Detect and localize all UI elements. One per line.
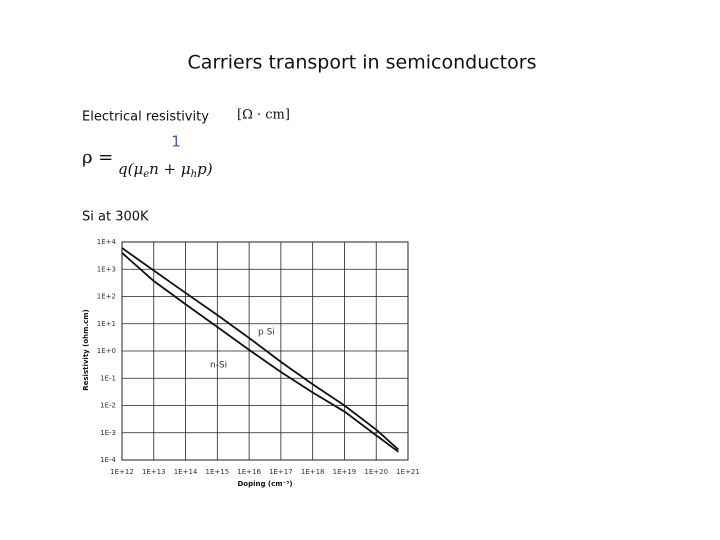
y-tick-label: 1E-3 xyxy=(100,429,116,437)
formula-sub: h xyxy=(191,169,197,180)
series-label: n-Si xyxy=(210,361,227,371)
x-tick-label: 1E+16 xyxy=(237,468,261,476)
units: [Ω · cm] xyxy=(237,108,290,123)
y-tick-label: 1E-4 xyxy=(100,456,116,464)
x-axis-title: Doping (cm⁻³) xyxy=(237,480,292,488)
x-tick-label: 1E+14 xyxy=(174,468,198,476)
formula-numerator: 1 xyxy=(171,133,181,151)
heading: Electrical resistivity xyxy=(82,110,209,125)
x-tick-label: 1E+15 xyxy=(206,468,230,476)
formula-part: n + μ xyxy=(149,160,191,178)
data-line xyxy=(121,252,399,453)
plot-frame xyxy=(121,241,409,461)
slide-title: Carriers transport in semiconductors xyxy=(188,52,537,74)
formula-part: q(μ xyxy=(118,160,143,178)
formula-denominator: q(μen + μhp) xyxy=(118,160,213,180)
x-tick-label: 1E+18 xyxy=(301,468,325,476)
caption: Si at 300K xyxy=(82,210,149,225)
y-axis-title: Resistivity (ohm.cm) xyxy=(82,309,90,391)
y-tick-label: 1E-1 xyxy=(100,374,116,382)
x-tick-label: 1E+19 xyxy=(333,468,357,476)
x-tick-label: 1E+20 xyxy=(364,468,388,476)
data-line xyxy=(121,247,400,451)
x-tick-label: 1E+13 xyxy=(142,468,166,476)
formula-part: p) xyxy=(197,160,213,178)
y-tick-label: 1E+3 xyxy=(97,265,116,273)
series-label: p Si xyxy=(258,328,275,338)
y-tick-label: 1E-2 xyxy=(100,402,116,410)
y-tick-label: 1E+1 xyxy=(97,320,116,328)
y-tick-label: 1E+0 xyxy=(97,347,116,355)
x-tick-label: 1E+12 xyxy=(110,468,134,476)
formula-lhs: ρ = xyxy=(82,147,113,168)
formula-sub: e xyxy=(143,169,149,180)
x-tick-label: 1E+17 xyxy=(269,468,293,476)
y-tick-label: 1E+2 xyxy=(97,293,116,301)
x-tick-label: 1E+21 xyxy=(396,468,420,476)
y-tick-label: 1E+4 xyxy=(97,238,117,246)
